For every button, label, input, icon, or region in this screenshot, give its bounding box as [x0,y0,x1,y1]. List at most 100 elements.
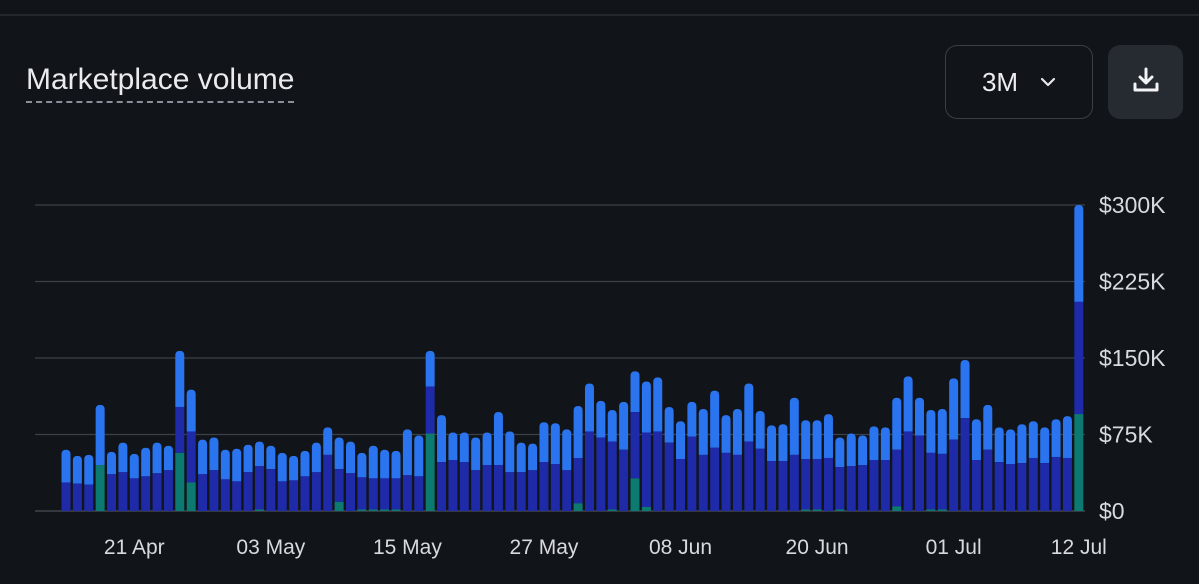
bar-segment-top[interactable] [198,439,208,475]
bar-segment-middle[interactable] [300,476,310,511]
bar-segment-top[interactable] [562,429,572,471]
bar-segment-middle[interactable] [243,472,253,511]
bar-segment-top[interactable] [596,400,606,438]
bar-segment-top[interactable] [368,445,378,479]
bar-segment-top[interactable] [516,442,526,473]
bar-segment-middle[interactable] [892,449,902,507]
bar-segment-middle[interactable] [960,418,970,511]
bar-segment-middle[interactable] [152,473,162,511]
bar-segment-middle[interactable] [846,466,856,511]
bar-segment-middle[interactable] [539,462,549,511]
bar-segment-middle[interactable] [880,460,890,511]
bar-segment-middle[interactable] [983,449,993,511]
bar-segment-middle[interactable] [698,454,708,511]
bar-segment-middle[interactable] [1062,457,1072,511]
bar-segment-top[interactable] [277,452,287,482]
bar-segment-middle[interactable] [175,406,185,453]
bar-segment-middle[interactable] [1006,464,1016,511]
bar-segment-bottom[interactable] [368,509,378,511]
bar-segment-middle[interactable] [1051,456,1061,511]
bar-segment-top[interactable] [789,397,799,455]
bar-segment-top[interactable] [346,441,355,474]
bar-segment-top[interactable] [163,445,173,471]
bar-segment-middle[interactable] [163,470,173,511]
bar-segment-top[interactable] [1017,424,1027,464]
download-button[interactable] [1108,45,1183,119]
bar-segment-top[interactable] [880,427,890,460]
bar-segment-middle[interactable] [823,457,833,511]
bar-segment-middle[interactable] [437,462,447,511]
bar-segment-bottom[interactable] [425,433,435,511]
bar-segment-middle[interactable] [562,470,572,511]
bar-segment-top[interactable] [971,419,981,460]
bar-segment-top[interactable] [334,437,344,470]
bar-segment-middle[interactable] [425,386,435,434]
bar-segment-top[interactable] [152,442,162,474]
bar-segment-top[interactable] [732,409,742,455]
bar-segment-top[interactable] [266,445,276,470]
bar-segment-middle[interactable] [767,461,777,511]
bar-segment-top[interactable] [778,424,788,462]
bar-segment-middle[interactable] [357,477,367,510]
bar-segment-middle[interactable] [107,474,117,511]
bar-segment-middle[interactable] [528,470,538,511]
bar-segment-middle[interactable] [334,469,344,502]
bar-segment-middle[interactable] [710,447,720,511]
bar-segment-top[interactable] [380,449,390,479]
bar-segment-middle[interactable] [687,436,697,511]
bar-segment-middle[interactable] [1074,301,1084,415]
bar-segment-top[interactable] [493,412,503,466]
bar-segment-top[interactable] [812,420,822,459]
bar-segment-bottom[interactable] [926,509,936,511]
bar-segment-bottom[interactable] [380,509,390,511]
bar-segment-top[interactable] [846,433,856,467]
bar-segment-top[interactable] [186,389,196,432]
bar-segment-top[interactable] [915,397,924,436]
bar-segment-top[interactable] [425,350,435,387]
bar-segment-middle[interactable] [323,454,333,511]
bar-segment-middle[interactable] [459,462,469,511]
bar-segment-bottom[interactable] [573,503,583,511]
bar-segment-bottom[interactable] [641,506,651,511]
bar-segment-middle[interactable] [835,467,845,510]
bar-segment-top[interactable] [630,371,640,413]
bar-segment-top[interactable] [391,450,401,479]
bar-segment-bottom[interactable] [812,509,822,511]
bar-segment-middle[interactable] [471,470,481,511]
bar-segment-middle[interactable] [505,472,515,511]
bar-segment-middle[interactable] [994,462,1004,511]
bar-segment-top[interactable] [584,383,594,432]
bar-segment-top[interactable] [323,427,333,455]
bar-segment-middle[interactable] [801,458,811,510]
bar-segment-top[interactable] [710,390,720,448]
bar-segment-bottom[interactable] [892,506,902,511]
bar-segment-middle[interactable] [573,457,583,504]
bar-segment-top[interactable] [767,425,777,462]
bar-segment-middle[interactable] [72,483,82,511]
bar-segment-middle[interactable] [254,466,264,510]
bar-segment-top[interactable] [835,437,845,468]
bar-segment-middle[interactable] [289,480,299,511]
bar-segment-top[interactable] [698,409,708,455]
bar-segment-middle[interactable] [391,478,401,510]
bar-segment-middle[interactable] [129,478,139,511]
bar-segment-top[interactable] [482,432,492,466]
bar-segment-top[interactable] [107,451,117,475]
bar-segment-middle[interactable] [926,452,936,510]
bar-segment-middle[interactable] [266,469,276,511]
bar-segment-bottom[interactable] [1074,414,1084,511]
bar-segment-top[interactable] [243,444,253,473]
bar-segment-middle[interactable] [664,442,674,511]
bar-segment-bottom[interactable] [937,509,947,511]
bar-segment-middle[interactable] [744,441,754,511]
bar-segment-middle[interactable] [516,472,526,511]
bar-segment-middle[interactable] [858,465,868,511]
bar-segment-top[interactable] [141,447,151,477]
bar-segment-middle[interactable] [596,437,606,511]
bar-segment-top[interactable] [72,455,82,484]
bar-segment-middle[interactable] [402,475,412,511]
bar-segment-top[interactable] [95,404,105,466]
bar-segment-top[interactable] [664,406,674,443]
bar-segment-middle[interactable] [1040,463,1050,511]
bar-segment-middle[interactable] [755,448,765,511]
